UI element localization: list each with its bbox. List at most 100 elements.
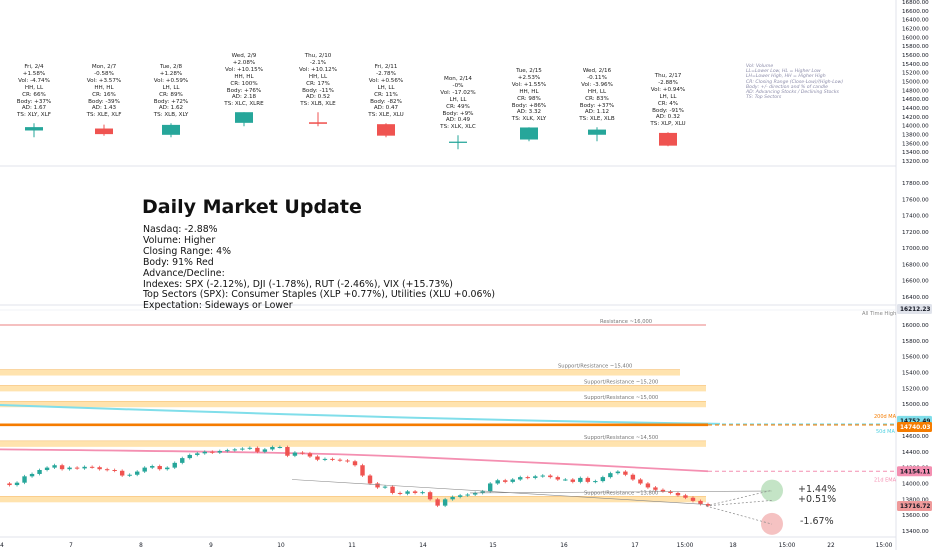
price-tick-label: 15600.00	[902, 355, 929, 361]
card-volume: Vol: +0.56%	[368, 77, 404, 84]
intraday-candle	[22, 476, 27, 483]
price-axis[interactable]: 16800.00 16600.00 16400.00 16200.00 16000.00…	[902, 0, 929, 535]
price-tag-text: 16212.23	[900, 307, 930, 313]
card-sectors: TS: XLY, XLF	[17, 112, 51, 119]
ath-label: All Time High	[862, 311, 896, 317]
time-tick-label: 14	[419, 543, 427, 549]
intraday-candle	[285, 447, 290, 456]
sma-line	[0, 404, 721, 425]
card-closing-range: CR: 100%	[230, 80, 258, 87]
support-resistance-levels: Resistance ~16,000 Support/Resistance ~15…	[0, 319, 706, 503]
card-body: Body: -39%	[88, 98, 120, 105]
trend-line	[291, 479, 707, 505]
intraday-candle	[615, 471, 621, 474]
intraday-candle	[570, 479, 576, 482]
daily-card: Fri, 2/11 -2.78% Vol: +0.56% LH, LL CR: 11% B…	[348, 64, 424, 119]
card-sectors: TS: XLK, XLY	[511, 116, 547, 123]
intraday-candle	[172, 462, 177, 468]
intraday-candle	[533, 476, 538, 478]
intraday-candle	[435, 499, 440, 506]
legend-line: AD: Advancing Stocks / Declining Stocks	[746, 90, 839, 96]
intraday-candle	[555, 477, 560, 480]
card-ad: AD: 0.49	[445, 117, 471, 124]
price-tick-label: 16800.00	[902, 0, 929, 6]
card-ad: AD: 1.12	[584, 109, 610, 116]
price-tick-label: 17800.00	[902, 181, 929, 187]
page-title: Daily Market Update	[142, 196, 362, 218]
intraday-candle	[600, 477, 606, 482]
card-body: Body: +37%	[579, 102, 615, 109]
price-tick-label: 14000.00	[902, 124, 929, 130]
candle-body	[588, 129, 606, 135]
price-tick-label: 15200.00	[902, 386, 929, 392]
summary-line: Advance/Decline:	[143, 267, 225, 279]
price-tick-label: 13600.00	[902, 141, 929, 147]
intraday-candle	[255, 447, 260, 452]
price-tag-ema50	[897, 422, 932, 433]
card-ad: AD: 0.32	[655, 114, 681, 121]
sr-band	[0, 401, 706, 408]
intraday-candle	[82, 466, 87, 469]
time-tick-label: 7	[69, 543, 73, 549]
intraday-candle	[330, 458, 335, 460]
price-tick-label: 15800.00	[902, 339, 929, 345]
card-change: -0%	[452, 82, 464, 89]
card-volume: Vol: +10.12%	[298, 66, 338, 73]
card-ad: AD: 0.47	[373, 105, 399, 112]
card-date: Wed, 2/9	[231, 53, 257, 59]
intraday-candle	[52, 465, 57, 468]
intraday-candle	[74, 467, 80, 469]
intraday-candle	[352, 461, 358, 466]
intraday-candle	[382, 486, 388, 488]
card-closing-range: CR: 66%	[22, 91, 46, 98]
intraday-candle	[472, 492, 478, 495]
intraday-candle	[112, 469, 117, 471]
price-tick-label: 15000.00	[902, 80, 929, 86]
intraday-candle	[442, 499, 448, 506]
card-body: Body: +86%	[511, 102, 547, 109]
intraday-candle	[487, 483, 493, 492]
price-tick-label: 16000.00	[902, 323, 929, 329]
time-tick-label: 18	[729, 543, 737, 549]
intraday-candle	[7, 483, 12, 486]
intraday-candle	[37, 469, 42, 474]
intraday-candle	[412, 491, 418, 493]
daily-candles	[25, 112, 677, 150]
price-tick-label: 13800.00	[902, 133, 929, 139]
card-closing-range: CR: 11%	[374, 91, 398, 98]
card-ad: AD: 1.62	[158, 105, 184, 112]
intraday-candle	[645, 483, 651, 488]
legend-line: Body: +/- direction and % of candle	[746, 84, 828, 90]
time-tick-label: 8	[139, 543, 143, 549]
card-ad: AD: 3.32	[516, 109, 542, 116]
card-highlow: HH, LL	[24, 84, 44, 91]
price-tick-label: 13600.00	[902, 513, 929, 519]
candle-body	[162, 124, 180, 135]
card-highlow: LH, LL	[162, 84, 180, 91]
intraday-candle	[397, 492, 403, 494]
abbreviation-legend: Vol: Volume LL=Lower Low, HL = Higher Lo…	[746, 64, 843, 100]
intraday-candle	[683, 495, 688, 498]
intraday-candle	[165, 467, 170, 470]
intraday-candle	[300, 452, 305, 454]
price-tick-label: 13400.00	[902, 529, 929, 535]
price-tick-label: 17200.00	[902, 230, 929, 236]
card-change: +2.53%	[517, 74, 541, 81]
intraday-candle	[375, 483, 380, 488]
intraday-candle	[503, 480, 508, 482]
price-tick-label: 14800.00	[902, 88, 929, 94]
sr-band	[0, 369, 680, 376]
legend-line: Vol: Volume	[746, 64, 774, 69]
intraday-candle	[187, 454, 192, 459]
intraday-candle	[127, 474, 132, 476]
daily-card: Mon, 2/7 -0.58% Vol: +3.57% HH, HL CR: 16% Bo…	[66, 64, 142, 119]
summary-stats: Nasdaq: -2.88% Volume: Higher Closing Ra…	[143, 224, 495, 312]
intraday-candle	[195, 453, 200, 455]
intraday-candle	[540, 475, 545, 477]
time-tick-label: 16	[560, 543, 568, 549]
price-tick-label: 15400.00	[902, 62, 929, 68]
time-axis[interactable]: 4 7 8 9 10 11 14 15 16 17 15:00 18 15:00 22 15:00	[0, 536, 896, 549]
intraday-candle	[608, 473, 613, 478]
